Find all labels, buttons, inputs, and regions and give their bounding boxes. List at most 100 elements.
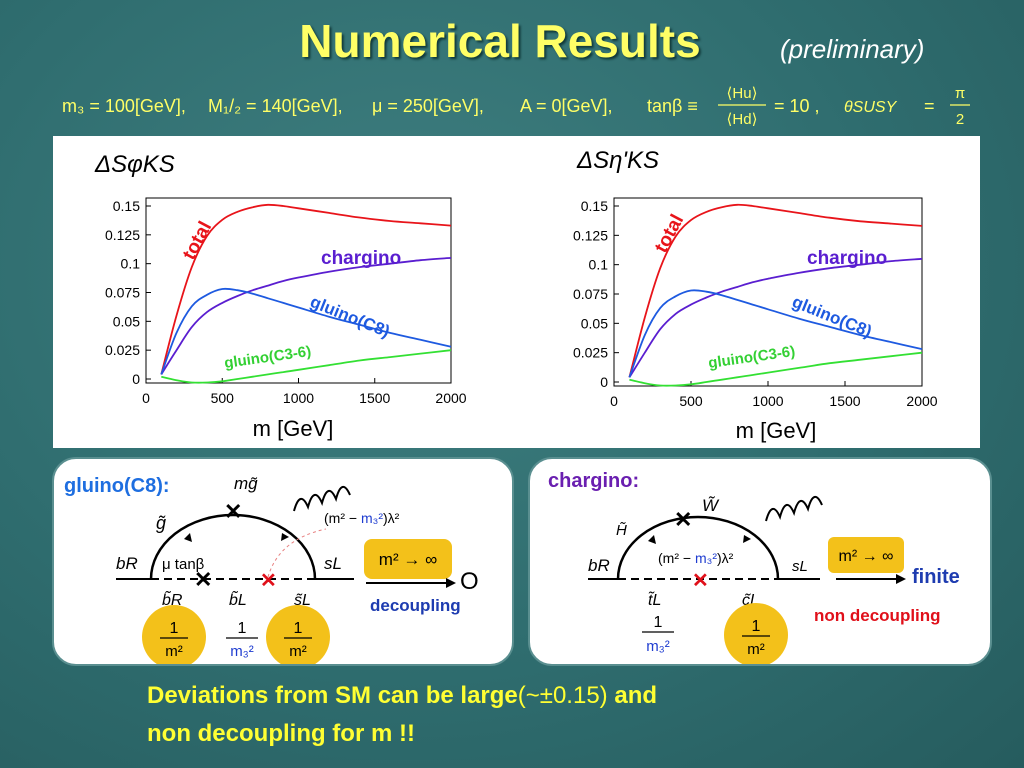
svg-text:1: 1 [294, 620, 303, 637]
mass-insertion-icon: ✕ [194, 567, 212, 592]
series-label-total: total [179, 218, 216, 263]
conclusion-text: Deviations from SM can be large(~±0.15) … [147, 677, 1007, 753]
chart-title: ΔSφKS [94, 151, 175, 178]
param-tanb-value: = 10 , [774, 96, 820, 116]
chart-delta-s-phi-ks: ΔSφKS 0 0.025 0.05 0.075 0.1 0.125 0.15 0 500 100… [94, 151, 467, 441]
mu-tanb-label: μ tanβ [162, 556, 205, 573]
x-axis-label: m [GeV] [736, 418, 817, 443]
gluino-heading: gluino(C8): [64, 475, 170, 497]
gluon-icon [293, 486, 351, 512]
x-tick-label: 1000 [283, 390, 314, 406]
slide-subtitle: (preliminary) [780, 34, 925, 64]
param-tanb: tanβ ≡ [647, 96, 698, 116]
decoupling-label: decoupling [370, 596, 461, 615]
mass-insertion-icon: ✕ [224, 499, 242, 524]
mass-insertion-icon: ✕ [674, 507, 692, 532]
x-tick-label: 1500 [829, 393, 860, 409]
arrow-right-icon [896, 574, 906, 584]
y-tick-label: 0.05 [113, 313, 140, 329]
chart-delta-s-etaprime-ks: ΔSη'KS 0 0.025 0.05 0.075 0.1 0.125 0.15 0 500 10… [573, 147, 938, 443]
plot-frame [613, 197, 923, 387]
series-line-gluino-c3-6- [629, 351, 923, 387]
x-axis-label: m [GeV] [253, 416, 334, 441]
y-tick-label: 0.125 [105, 227, 140, 243]
charts-panel: ΔSφKS 0 0.025 0.05 0.075 0.1 0.125 0.15 0 500 100… [53, 136, 980, 448]
y-tick-label: 0.1 [589, 257, 609, 273]
s-l-tilde-label: s̃L [294, 592, 311, 609]
y-tick-label: 0.075 [105, 285, 140, 301]
svg-text:1: 1 [238, 620, 247, 637]
svg-text:m²: m² [289, 643, 307, 660]
x-tick-label: 500 [211, 390, 235, 406]
param-pi: π [955, 85, 965, 102]
svg-text:1: 1 [752, 618, 761, 635]
series-line-gluino-c8- [160, 287, 452, 375]
svg-text:m²: m² [165, 643, 183, 660]
t-l-tilde-label: t̃L [648, 589, 661, 609]
gluino-diagram: gluino(C8): mg̃ g̃ ✕ (m² − m₃²)λ² bR sL … [64, 474, 479, 669]
mixing-label: (m² − m₃²)λ² [324, 510, 400, 526]
svg-text:m₃²: m₃² [646, 638, 670, 655]
x-tick-label: 2000 [906, 393, 937, 409]
svg-text:1: 1 [654, 614, 663, 631]
x-tick-label: 1000 [752, 393, 783, 409]
b-r-tilde-label: b̃R [162, 589, 183, 609]
propagator-badge [724, 603, 788, 667]
propagator-badge [142, 605, 206, 669]
svg-text:m₃²: m₃² [230, 643, 254, 660]
series-line-chargino [628, 257, 923, 378]
conclusion-line-1: Deviations from SM can be large(~±0.15) … [147, 682, 658, 709]
y-tick-label: 0.075 [573, 286, 608, 302]
svg-text:1: 1 [170, 620, 179, 637]
chargino-propagator [616, 515, 780, 580]
b-r-label: bR [116, 554, 138, 573]
y-tick-label: 0 [132, 371, 140, 387]
param-two: 2 [956, 111, 964, 128]
chart-title: ΔSη'KS [576, 147, 659, 174]
svg-text:m²: m² [747, 641, 765, 658]
series-label-total: total [651, 211, 688, 256]
series-line-chargino [160, 257, 452, 375]
series-label-chargino: chargino [807, 248, 887, 269]
series-label-gluino-c36: gluino(C3-6) [707, 343, 796, 372]
propagator-badge [266, 605, 330, 669]
x-tick-label: 2000 [435, 390, 466, 406]
y-tick-label: 0.025 [105, 342, 140, 358]
y-tick-label: 0.15 [581, 198, 608, 214]
limit-label: m² → ∞ [379, 550, 437, 569]
series-label-gluino-c8: gluino(C8) [308, 292, 393, 341]
chargino-diagram-box: chargino: W̃ H̃ ✕ (m² − m₃²)λ² bR sL ✕ t… [528, 457, 992, 667]
chargino-diagram: chargino: W̃ H̃ ✕ (m² − m₃²)λ² bR sL ✕ t… [548, 470, 960, 667]
param-theta: θSUSY [844, 99, 898, 116]
y-tick-label: 0.1 [121, 256, 141, 272]
arrow-icon [184, 533, 192, 542]
x-tick-label: 500 [679, 393, 703, 409]
result-zero: O [460, 568, 479, 595]
series-line-total [628, 203, 923, 378]
series-line-gluino-c8- [628, 289, 923, 378]
s-l-label: sL [324, 554, 342, 573]
x-tick-label: 1500 [359, 390, 390, 406]
arrow-right-icon [446, 578, 456, 588]
b-l-tilde-label: b̃L [229, 589, 247, 609]
series-line-gluino-c3-6- [161, 349, 452, 384]
charts-svg: ΔSφKS 0 0.025 0.05 0.075 0.1 0.125 0.15 0 500 100… [94, 147, 938, 443]
y-tick-label: 0.05 [581, 315, 608, 331]
limit-badge [364, 539, 452, 579]
param-m3: m₃ = 100[GeV], [62, 96, 186, 116]
mass-insertion-red-icon: ✕ [692, 570, 709, 592]
series-line-total [160, 203, 452, 375]
plot-frame [145, 197, 452, 384]
arrow-icon [648, 535, 656, 544]
conclusion-line-2: non decoupling for m !! [147, 720, 415, 747]
series-label-gluino-c36: gluino(C3-6) [223, 343, 312, 372]
mixing-label: (m² − m₃²)λ² [658, 550, 734, 566]
arrow-icon [281, 533, 289, 541]
arrow-icon [743, 535, 751, 543]
param-mu: μ = 250[GeV], [372, 96, 484, 116]
parameter-line: m₃ = 100[GeV], M₁/₂ = 140[GeV], μ = 250[… [62, 85, 970, 128]
y-tick-label: 0.15 [113, 198, 140, 214]
param-a: A = 0[GeV], [520, 96, 613, 116]
gluino-diagram-box: gluino(C8): mg̃ g̃ ✕ (m² − m₃²)λ² bR sL … [52, 457, 514, 669]
b-r-label: bR [588, 556, 610, 575]
